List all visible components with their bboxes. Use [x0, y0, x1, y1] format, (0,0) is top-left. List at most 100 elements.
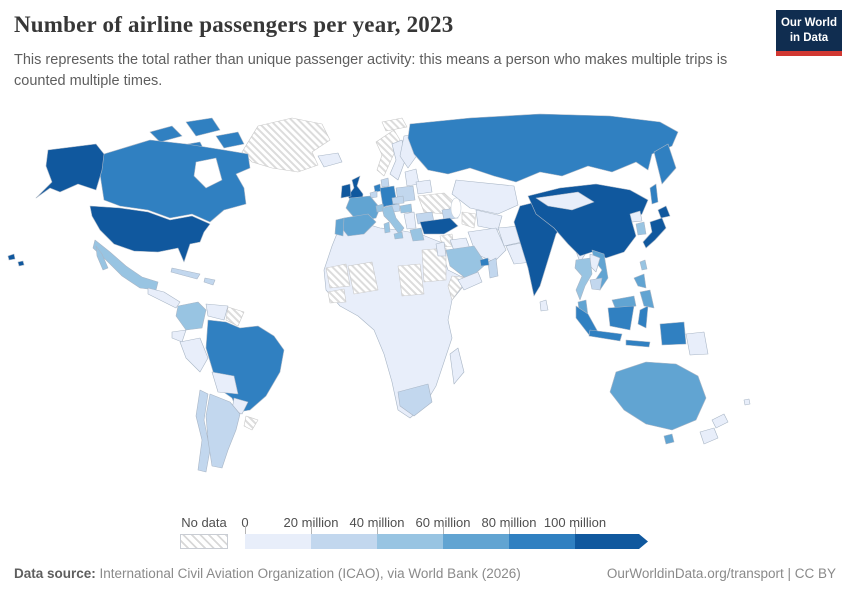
region-java[interactable] [588, 329, 623, 342]
region-portugal[interactable] [334, 217, 345, 237]
owid-link[interactable]: OurWorldinData.org/transport | CC BY [606, 566, 836, 581]
region-mali[interactable] [347, 261, 379, 295]
region-papua-new-guinea[interactable] [685, 331, 709, 356]
region-sulawesi[interactable] [637, 305, 649, 329]
region-hispaniola[interactable] [203, 277, 216, 286]
region-svalbard[interactable] [381, 117, 408, 132]
region-madagascar[interactable] [449, 347, 465, 385]
region-united-states[interactable] [89, 205, 211, 263]
region-tasmania[interactable] [663, 433, 675, 445]
region-philippines[interactable] [633, 273, 647, 289]
legend-tick-80m: 80 million [481, 515, 537, 530]
region-denmark[interactable] [380, 177, 390, 188]
region-greece[interactable] [409, 227, 425, 242]
region-japan-hokkaido[interactable] [657, 205, 671, 219]
region-venezuela[interactable] [205, 303, 229, 321]
region-colombia[interactable] [175, 301, 207, 331]
chart-footer: Data source: International Civil Aviatio… [14, 566, 836, 581]
region-thailand[interactable] [574, 257, 593, 301]
legend-bin-40-60m[interactable] [377, 534, 443, 549]
region-canada[interactable] [215, 131, 245, 149]
legend-tickmark [575, 526, 576, 534]
region-italy[interactable] [381, 205, 405, 235]
region-australia[interactable] [609, 361, 707, 431]
legend-tick-100m: 100 million [543, 515, 607, 530]
region-chad[interactable] [397, 263, 425, 297]
region-argentina[interactable] [205, 393, 241, 469]
legend-bin-100m-plus[interactable] [575, 534, 648, 549]
region-canada[interactable] [149, 125, 183, 143]
region-alaska[interactable] [35, 143, 105, 199]
region-france[interactable] [345, 195, 381, 223]
region-oman[interactable] [487, 257, 499, 279]
region-sakhalin[interactable] [649, 183, 659, 205]
region-new-zealand-south[interactable] [699, 427, 719, 445]
no-data-label: No data [181, 515, 227, 530]
region-turkey[interactable] [419, 217, 459, 235]
legend-tick-60m: 60 million [415, 515, 471, 530]
region-russia[interactable] [407, 113, 679, 183]
no-data-swatch[interactable] [180, 534, 228, 549]
map-legend: No data 0 20 million 40 million 60 milli… [0, 515, 850, 557]
region-uruguay[interactable] [243, 415, 259, 431]
region-chile[interactable] [195, 389, 211, 473]
region-greenland[interactable] [241, 117, 331, 173]
hudson-bay-water [193, 157, 223, 189]
region-central-america[interactable] [147, 287, 181, 309]
region-norway[interactable] [375, 129, 401, 177]
region-ireland[interactable] [340, 183, 352, 199]
region-israel-jordan[interactable] [435, 241, 447, 257]
legend-tick-40m: 40 million [349, 515, 405, 530]
page-title: Number of airline passengers per year, 2… [14, 12, 454, 37]
region-yemen[interactable] [457, 271, 483, 291]
region-south-africa[interactable] [397, 383, 433, 417]
region-western-sahara[interactable] [325, 263, 351, 289]
region-lesser-sunda[interactable] [625, 339, 651, 348]
region-guyana-suriname[interactable] [225, 306, 245, 327]
owid-logo[interactable]: Our World in Data [776, 10, 842, 56]
region-cuba[interactable] [170, 267, 201, 280]
region-belarus[interactable] [415, 179, 433, 195]
region-kalimantan[interactable] [607, 305, 635, 331]
legend-bin-60-80m[interactable] [443, 534, 509, 549]
region-balkans[interactable] [403, 211, 417, 230]
region-czechia[interactable] [391, 195, 405, 205]
region-canada[interactable] [185, 117, 221, 137]
region-north-korea[interactable] [629, 210, 643, 223]
legend-bin-20-40m[interactable] [311, 534, 377, 549]
region-kazakhstan[interactable] [451, 179, 519, 215]
legend-tickmark [245, 526, 246, 534]
region-west-papua[interactable] [659, 321, 687, 346]
region-turkmenistan[interactable] [461, 211, 477, 229]
region-saudi-arabia[interactable] [445, 245, 487, 281]
data-source-label: Data source: [14, 566, 96, 581]
region-ukraine[interactable] [417, 192, 456, 215]
region-kamchatka[interactable] [653, 143, 677, 185]
legend-bin-0-20m[interactable] [245, 534, 311, 549]
region-bolivia[interactable] [211, 371, 239, 395]
region-hawaii[interactable] [17, 260, 25, 267]
legend-bin-80-100m[interactable] [509, 534, 575, 549]
region-sri-lanka[interactable] [539, 299, 549, 312]
region-japan[interactable] [642, 217, 667, 249]
region-philippines-south[interactable] [639, 289, 655, 309]
region-mongolia[interactable] [535, 191, 595, 211]
region-fiji[interactable] [743, 398, 751, 406]
region-new-zealand-north[interactable] [711, 413, 729, 429]
region-ecuador[interactable] [171, 329, 187, 343]
region-hungary[interactable] [399, 203, 413, 214]
region-united-arab-emirates[interactable] [479, 257, 490, 267]
region-baja[interactable] [95, 245, 109, 271]
region-cambodia[interactable] [589, 277, 603, 291]
region-hawaii[interactable] [7, 253, 16, 261]
region-south-korea[interactable] [635, 221, 647, 236]
region-iceland[interactable] [317, 152, 343, 168]
region-guinea[interactable] [327, 288, 347, 304]
region-sardinia[interactable] [383, 221, 391, 234]
owid-logo-box: Our World in Data [776, 10, 842, 51]
region-peru[interactable] [179, 337, 209, 373]
region-taiwan[interactable] [639, 259, 648, 271]
legend-tickmark [311, 526, 312, 534]
region-central-asia[interactable] [475, 209, 503, 231]
region-sicily[interactable] [393, 231, 404, 240]
